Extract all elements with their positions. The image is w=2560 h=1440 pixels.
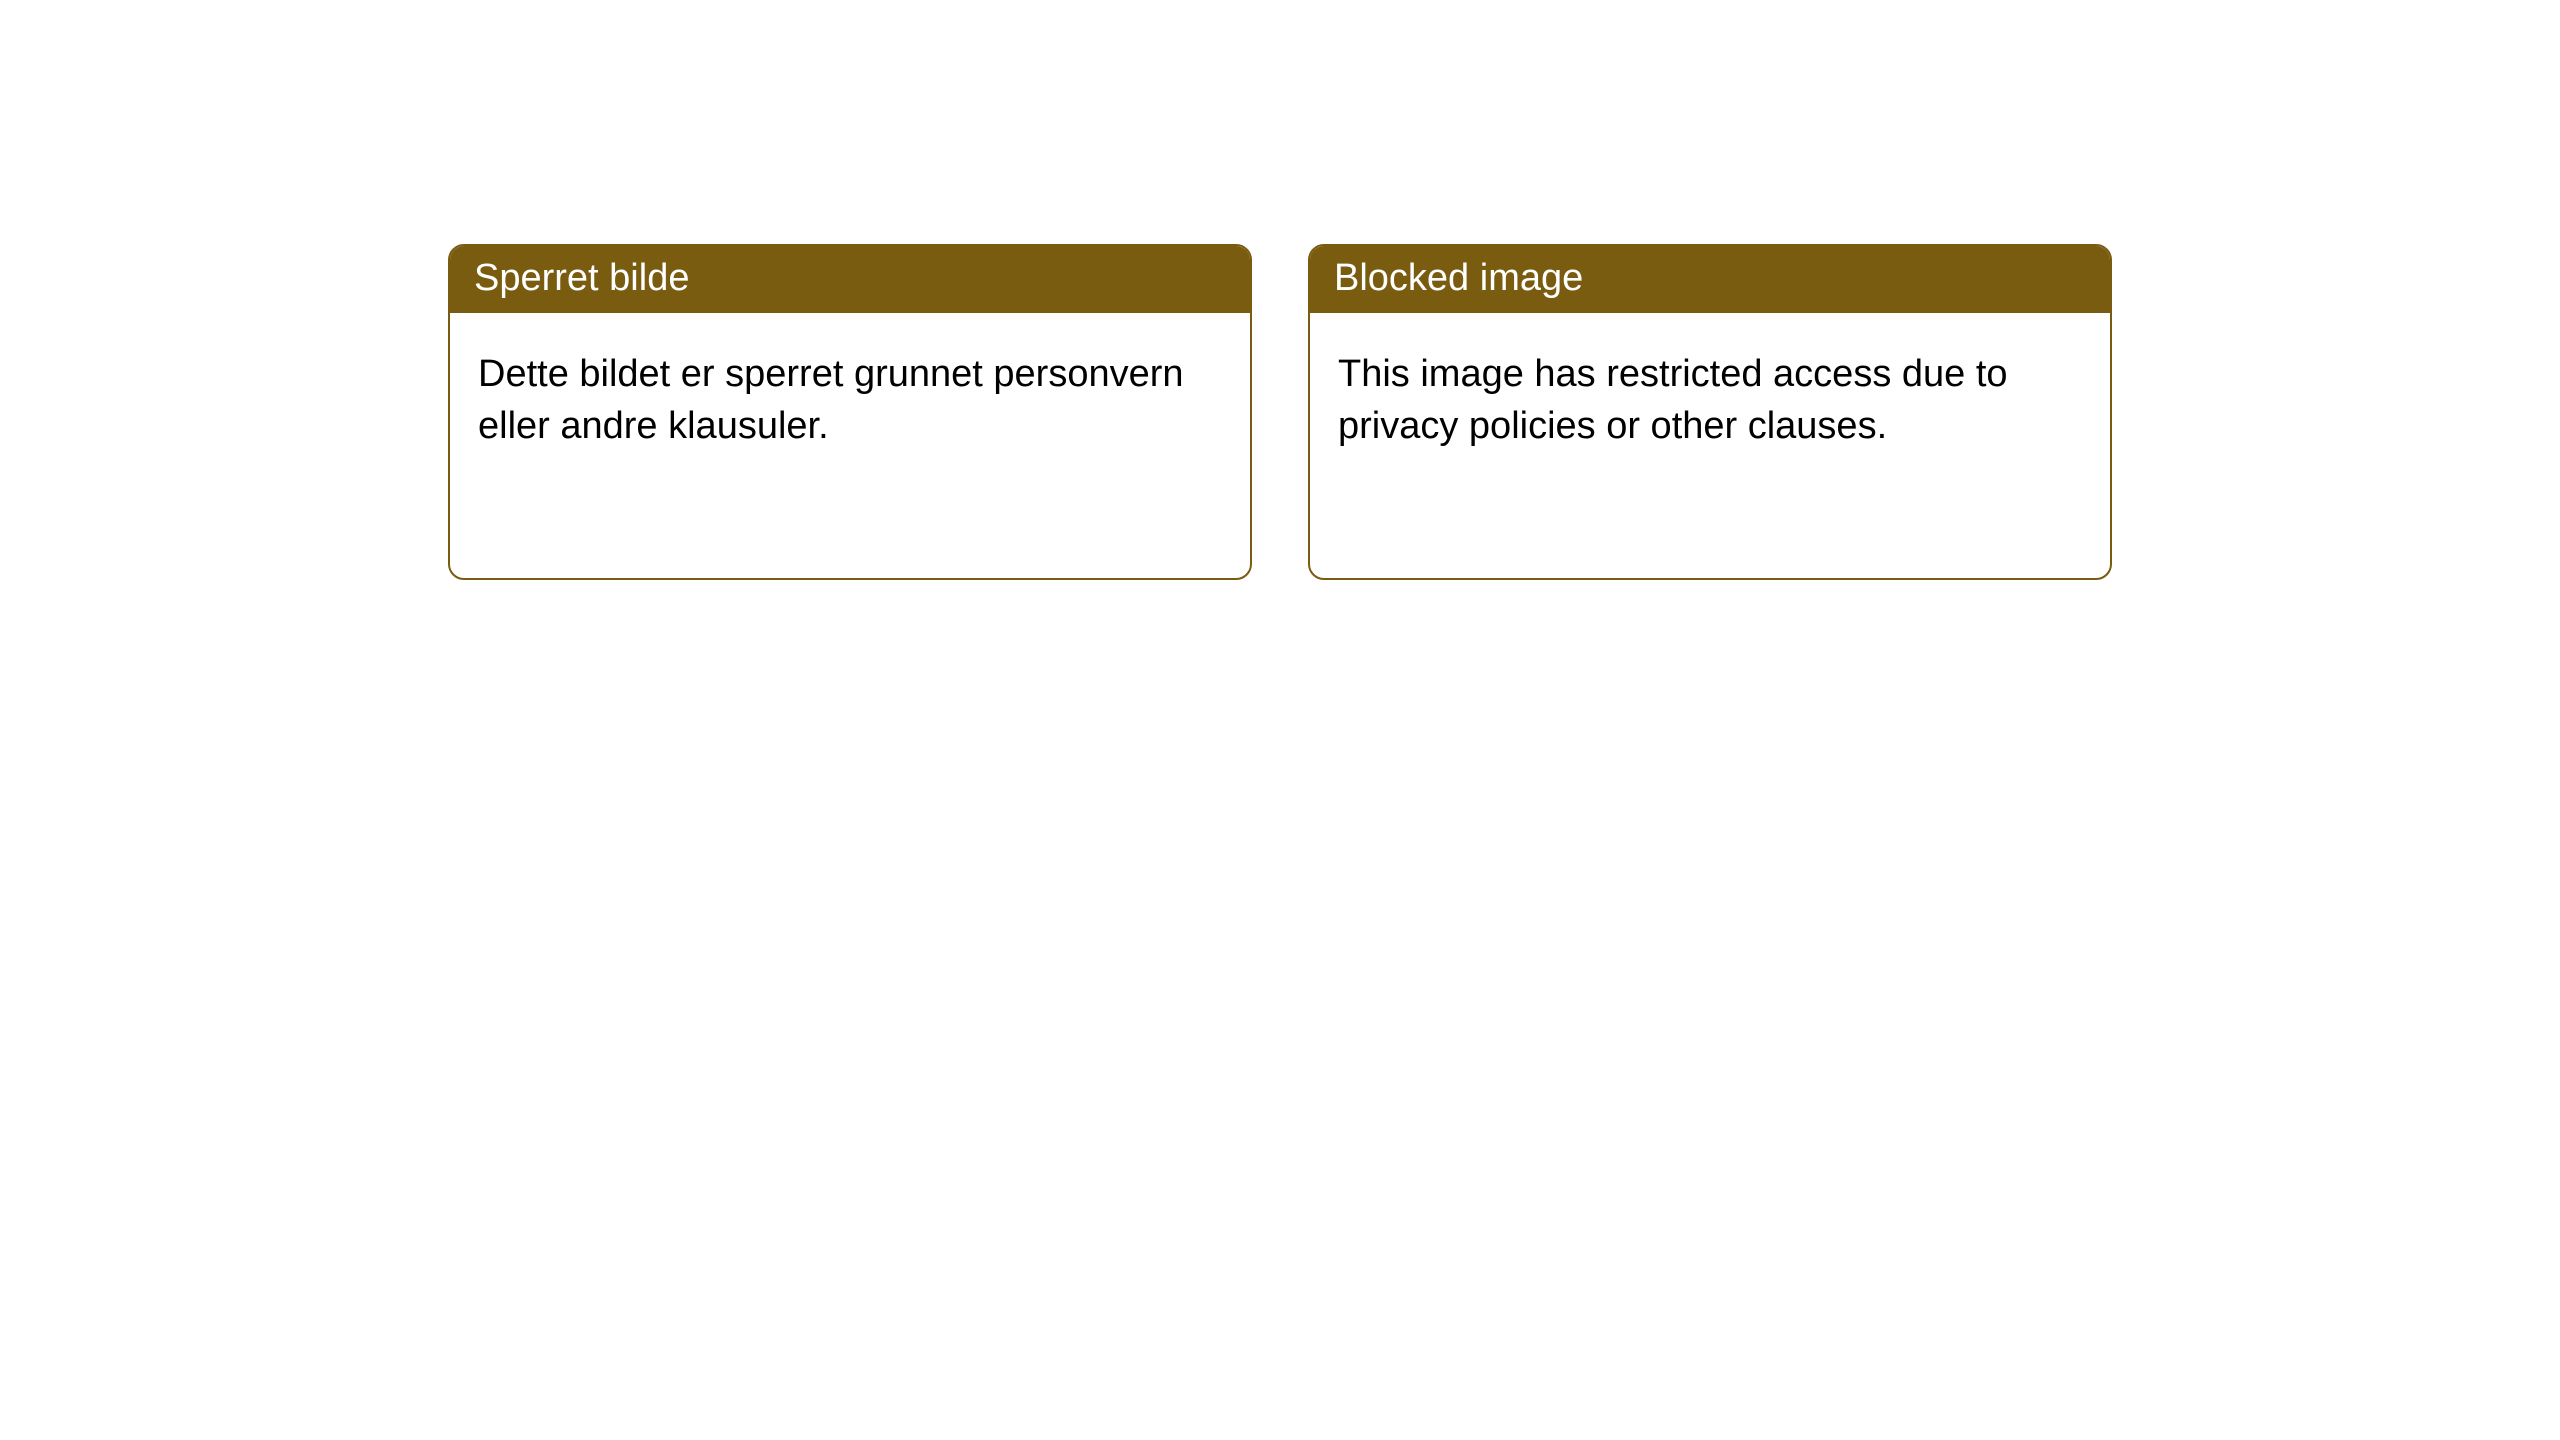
notice-title-en: Blocked image	[1310, 246, 2110, 313]
notice-body-en: This image has restricted access due to …	[1310, 313, 2110, 488]
notice-container: Sperret bilde Dette bildet er sperret gr…	[448, 244, 2560, 580]
notice-body-no: Dette bildet er sperret grunnet personve…	[450, 313, 1250, 488]
notice-title-no: Sperret bilde	[450, 246, 1250, 313]
notice-card-no: Sperret bilde Dette bildet er sperret gr…	[448, 244, 1252, 580]
notice-card-en: Blocked image This image has restricted …	[1308, 244, 2112, 580]
